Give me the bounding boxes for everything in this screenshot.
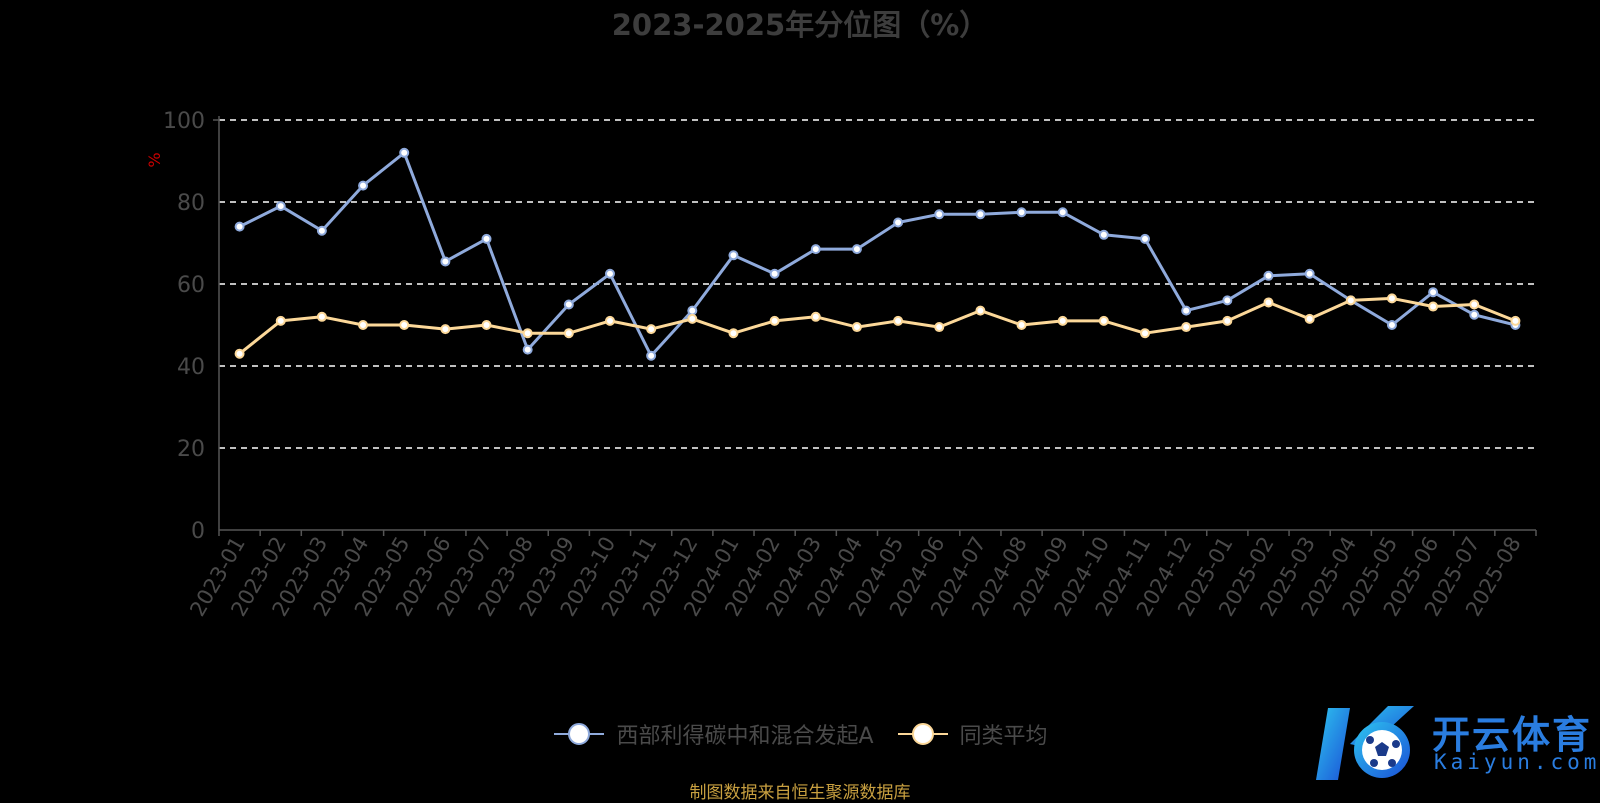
data-point	[893, 315, 904, 326]
data-point	[975, 305, 986, 316]
data-point	[810, 311, 821, 322]
series-line	[238, 296, 1516, 355]
data-point	[481, 233, 492, 244]
data-point	[316, 311, 327, 322]
data-point	[275, 315, 286, 326]
data-point	[1181, 305, 1192, 316]
y-tick-label: 20	[177, 437, 205, 462]
y-tick-label: 40	[177, 355, 205, 380]
legend-marker-average	[897, 723, 948, 745]
data-point	[728, 328, 739, 339]
y-tick-label: 100	[163, 109, 205, 134]
axes	[213, 116, 1537, 536]
source-note: 制图数据来自恒生聚源数据库	[689, 783, 911, 803]
data-point	[1222, 315, 1233, 326]
data-point	[1304, 313, 1315, 324]
legend: 西部利得碳中和混合发起A 同类平均	[0, 718, 1600, 750]
data-point	[234, 221, 245, 232]
data-point	[316, 225, 327, 236]
data-point	[358, 180, 369, 191]
data-point	[481, 320, 492, 330]
grid-lines	[219, 119, 1536, 449]
y-axis-label: %	[145, 152, 164, 167]
data-point	[646, 324, 657, 335]
data-point	[1386, 320, 1397, 330]
data-point	[604, 315, 615, 326]
data-point	[851, 244, 862, 255]
data-point	[687, 305, 698, 316]
legend-marker-fund	[554, 723, 605, 745]
data-point	[1428, 287, 1439, 298]
data-point	[1016, 320, 1027, 330]
data-point	[646, 350, 657, 361]
legend-label-average: 同类平均	[959, 724, 1048, 749]
y-tick-label: 80	[177, 191, 205, 216]
series-1	[234, 293, 1521, 359]
legend-item-fund[interactable]: 西部利得碳中和混合发起A	[552, 718, 874, 750]
data-point	[975, 209, 986, 220]
series-lines	[234, 147, 1521, 361]
data-point	[1057, 207, 1068, 218]
data-point	[1140, 233, 1151, 244]
data-point	[1263, 270, 1274, 281]
series-line	[238, 151, 1516, 358]
data-point	[440, 324, 451, 335]
data-point	[1181, 322, 1192, 333]
data-point	[851, 322, 862, 333]
data-point	[1016, 207, 1027, 218]
data-point	[234, 348, 245, 359]
data-point	[440, 256, 451, 267]
data-point	[399, 320, 410, 330]
data-point	[399, 147, 410, 158]
data-point	[1140, 328, 1151, 339]
legend-item-average[interactable]: 同类平均	[896, 718, 1048, 750]
data-point	[687, 313, 698, 324]
data-point	[1386, 293, 1397, 304]
data-point	[1345, 295, 1356, 306]
data-point	[1510, 315, 1521, 326]
data-point	[358, 320, 369, 330]
data-point	[522, 344, 533, 355]
y-tick-label: 0	[191, 519, 205, 544]
brand-logo: 开云体育 Kaiyun.com	[1310, 700, 1600, 790]
data-point	[1222, 295, 1233, 306]
data-point	[1098, 315, 1109, 326]
data-point	[1428, 301, 1439, 312]
data-point	[1469, 299, 1480, 310]
logo-text-en: Kaiyun.com	[1434, 750, 1600, 774]
data-point	[769, 315, 780, 326]
data-point	[934, 209, 945, 220]
data-point	[769, 268, 780, 279]
line-chart: 0204060801002023-012023-022023-032023-04…	[145, 109, 1537, 620]
data-point	[604, 268, 615, 279]
chart-title: 2023-2025年分位图（%）	[611, 8, 989, 42]
data-point	[563, 299, 574, 310]
data-point	[1469, 309, 1480, 320]
y-tick-label: 60	[177, 273, 205, 298]
data-point	[728, 250, 739, 261]
data-point	[934, 322, 945, 333]
logo-text-cn: 开云体育	[1432, 713, 1593, 757]
data-point	[1098, 229, 1109, 240]
data-point	[893, 217, 904, 228]
data-point	[1304, 268, 1315, 279]
data-point	[275, 201, 286, 212]
legend-label-fund: 西部利得碳中和混合发起A	[616, 724, 874, 749]
soccer-ball-logo-icon	[1316, 706, 1414, 780]
data-point	[1057, 315, 1068, 326]
data-point	[563, 328, 574, 339]
data-point	[522, 328, 533, 339]
data-point	[1263, 297, 1274, 308]
data-point	[810, 244, 821, 255]
